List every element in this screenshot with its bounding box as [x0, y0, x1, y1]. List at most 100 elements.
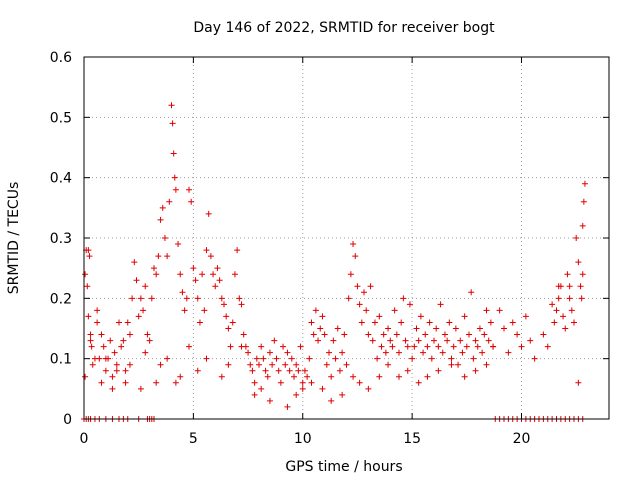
- data-point: [487, 319, 494, 326]
- data-point: [221, 301, 227, 308]
- data-point: [371, 319, 378, 326]
- data-point: [571, 319, 577, 326]
- data-point: [196, 319, 203, 326]
- data-point: [306, 355, 313, 362]
- data-point: [365, 331, 372, 338]
- data-point: [435, 367, 442, 374]
- data-point: [468, 289, 475, 296]
- data-point: [151, 265, 157, 272]
- data-point: [435, 343, 442, 350]
- y-axis-label: SRMTID / TECUs: [6, 182, 22, 295]
- data-point: [549, 301, 556, 308]
- data-point: [256, 361, 262, 368]
- data-point: [157, 216, 164, 223]
- data-point: [441, 331, 448, 338]
- data-point: [317, 325, 324, 332]
- y-tick-label: 0: [63, 412, 72, 428]
- data-point: [113, 367, 120, 374]
- data-point: [452, 325, 459, 332]
- axis-ticks: 0 0.1 0.2 0.3 0.4 0.5 0.6 0 5 10 15 20: [50, 50, 609, 447]
- data-point: [446, 319, 453, 326]
- data-point: [126, 331, 133, 338]
- y-tick-label: 0.2: [50, 291, 72, 307]
- data-point: [102, 367, 109, 374]
- data-point: [336, 367, 343, 374]
- y-tick-label: 0.1: [50, 352, 72, 368]
- data-point: [393, 331, 400, 338]
- data-point: [210, 271, 217, 278]
- data-point: [555, 283, 562, 290]
- data-point: [457, 337, 464, 344]
- data-point: [472, 337, 479, 344]
- data-point: [315, 337, 322, 344]
- x-tick-label: 10: [294, 431, 312, 447]
- data-point: [581, 180, 588, 187]
- data-point: [142, 283, 149, 290]
- data-point: [527, 337, 534, 344]
- data-point: [153, 271, 160, 278]
- data-point: [514, 331, 521, 338]
- data-point: [240, 331, 247, 338]
- data-point: [544, 343, 551, 350]
- data-point: [137, 295, 144, 302]
- data-point: [82, 373, 89, 380]
- data-point: [179, 289, 186, 296]
- data-point: [553, 307, 560, 314]
- data-point: [247, 361, 254, 368]
- data-point: [481, 331, 488, 338]
- data-point: [450, 343, 457, 350]
- data-point: [181, 307, 188, 314]
- data-point: [190, 265, 197, 272]
- data-point: [404, 367, 411, 374]
- data-point: [223, 313, 230, 320]
- data-point: [175, 241, 182, 248]
- data-point: [555, 295, 562, 302]
- data-point: [369, 337, 376, 344]
- data-point: [496, 307, 503, 314]
- data-point: [328, 373, 335, 380]
- data-point: [111, 349, 118, 356]
- data-point: [566, 295, 573, 302]
- data-point: [282, 361, 289, 368]
- data-point: [400, 295, 407, 302]
- data-point: [295, 367, 302, 374]
- y-tick-label: 0.4: [50, 171, 72, 187]
- data-point: [345, 295, 352, 302]
- data-point: [573, 235, 580, 241]
- data-point: [251, 391, 258, 398]
- data-point: [262, 367, 269, 374]
- data-point: [177, 373, 184, 380]
- data-point: [566, 283, 573, 290]
- data-point: [133, 277, 140, 284]
- data-point: [578, 295, 585, 302]
- data-point: [120, 337, 127, 344]
- data-point: [580, 198, 587, 205]
- data-point: [293, 361, 300, 368]
- data-point: [109, 373, 116, 380]
- data-point: [186, 186, 192, 193]
- data-point: [466, 331, 472, 338]
- data-point: [284, 403, 291, 410]
- data-point: [319, 385, 326, 392]
- data-point: [361, 289, 367, 296]
- data-point: [116, 319, 122, 326]
- data-point: [330, 337, 337, 344]
- data-point: [273, 355, 280, 362]
- data-point: [203, 355, 210, 362]
- data-point: [391, 307, 398, 314]
- data-point: [415, 337, 422, 344]
- data-point: [98, 379, 105, 386]
- data-point: [411, 343, 418, 350]
- data-point: [332, 355, 339, 362]
- data-point: [367, 283, 374, 290]
- data-point: [251, 379, 258, 386]
- data-point: [459, 349, 466, 356]
- data-point: [291, 373, 297, 380]
- data-point: [148, 295, 155, 302]
- data-point: [155, 253, 162, 260]
- data-point: [146, 337, 153, 344]
- data-point: [304, 373, 311, 380]
- data-point: [461, 313, 468, 320]
- data-point: [420, 349, 427, 356]
- data-point: [575, 379, 582, 386]
